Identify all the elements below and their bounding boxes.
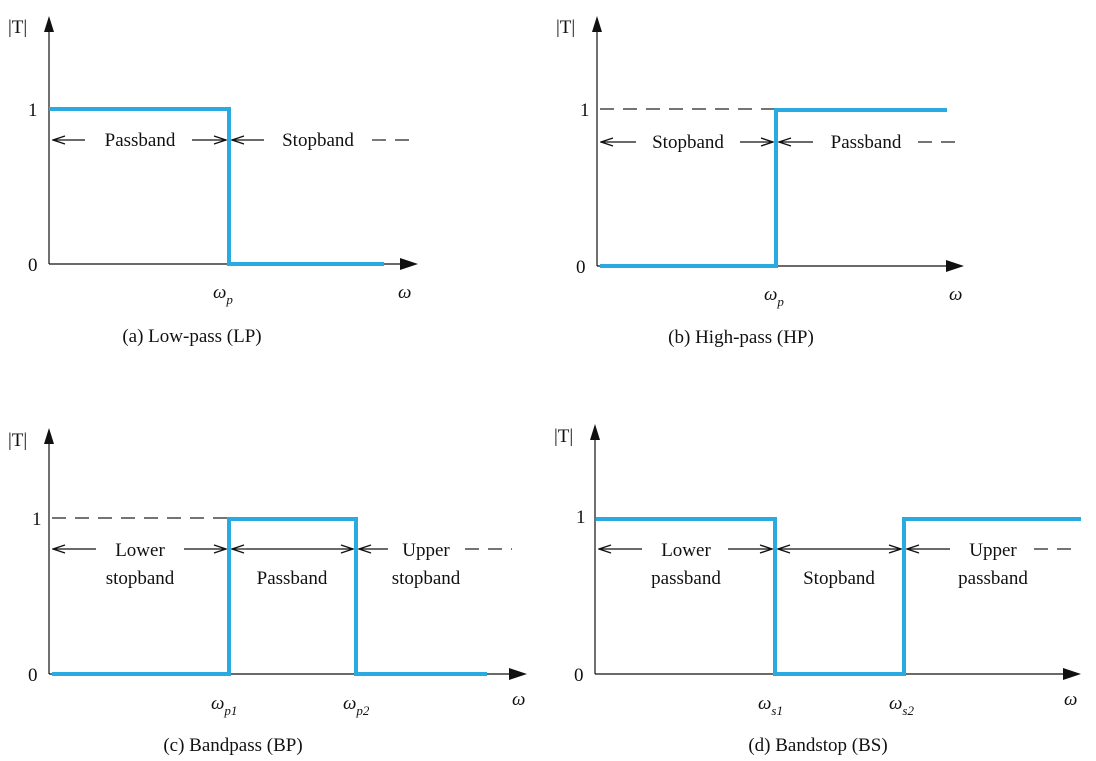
caption: (c) Bandpass (BP)	[163, 735, 302, 756]
freq-marker-ws2: ωs2	[889, 693, 914, 718]
y-tick-0: 0	[576, 257, 586, 278]
panel-lowpass: |T| 1 0 Passband Stopband ωp ω (a) Low-p…	[8, 16, 418, 347]
y-tick-0: 0	[28, 255, 38, 276]
y-tick-1: 1	[28, 100, 38, 121]
caption: (a) Low-pass (LP)	[122, 326, 261, 347]
y-axis-label: |T|	[8, 430, 27, 451]
band-label-stopband: Stopband	[652, 132, 724, 153]
y-axis-arrow-icon	[44, 16, 54, 32]
caption: (b) High-pass (HP)	[668, 327, 814, 348]
band-label-stopband: Stopband	[803, 568, 875, 589]
y-axis-arrow-icon	[590, 424, 600, 440]
x-axis-label: ω	[512, 689, 525, 710]
band-label-passband: passband	[651, 568, 721, 589]
freq-marker-wp: ωp	[213, 282, 233, 307]
band-label-passband: Passband	[257, 568, 328, 589]
band-label-lower: Lower	[115, 540, 165, 561]
y-tick-0: 0	[574, 665, 584, 686]
y-axis-label: |T|	[8, 17, 27, 38]
band-label-passband: Passband	[831, 132, 902, 153]
x-axis-arrow-icon	[946, 260, 964, 272]
x-axis-label: ω	[949, 284, 962, 305]
band-label-upper: Upper	[402, 540, 450, 561]
band-label-upper: Upper	[969, 540, 1017, 561]
freq-marker-wp: ωp	[764, 284, 784, 309]
response-curve	[49, 107, 384, 266]
caption: (d) Bandstop (BS)	[748, 735, 887, 756]
x-axis-label: ω	[1064, 689, 1077, 710]
band-label-stopband: Stopband	[282, 130, 354, 151]
response-curve	[600, 108, 947, 268]
y-axis-arrow-icon	[44, 428, 54, 444]
panel-bandstop: |T| 1 0 Lower passband Stopband Upper pa…	[554, 424, 1081, 756]
band-label-stopband: stopband	[106, 568, 175, 589]
y-tick-0: 0	[28, 665, 38, 686]
y-tick-1: 1	[32, 509, 42, 530]
x-axis-arrow-icon	[509, 668, 527, 680]
band-label-passband: Passband	[105, 130, 176, 151]
y-tick-1: 1	[576, 507, 586, 528]
x-axis-arrow-icon	[400, 258, 418, 270]
x-axis-arrow-icon	[1063, 668, 1081, 680]
band-label-lower: Lower	[661, 540, 711, 561]
response-curve	[596, 517, 1081, 676]
y-axis-label: |T|	[554, 426, 573, 447]
y-axis-arrow-icon	[592, 16, 602, 32]
x-axis-label: ω	[398, 282, 411, 303]
band-label-passband: passband	[958, 568, 1028, 589]
panel-bandpass: |T| 1 0 Lower stopband Passband Upper st…	[8, 428, 527, 756]
band-label-stopband: stopband	[392, 568, 461, 589]
panel-highpass: |T| 1 0 Stopband Passband ωp ω (b) High-…	[556, 16, 964, 348]
response-curve	[52, 517, 487, 676]
freq-marker-wp1: ωp1	[211, 693, 237, 718]
freq-marker-wp2: ωp2	[343, 693, 370, 718]
freq-marker-ws1: ωs1	[758, 693, 783, 718]
y-axis-label: |T|	[556, 17, 575, 38]
y-tick-1: 1	[580, 100, 590, 121]
